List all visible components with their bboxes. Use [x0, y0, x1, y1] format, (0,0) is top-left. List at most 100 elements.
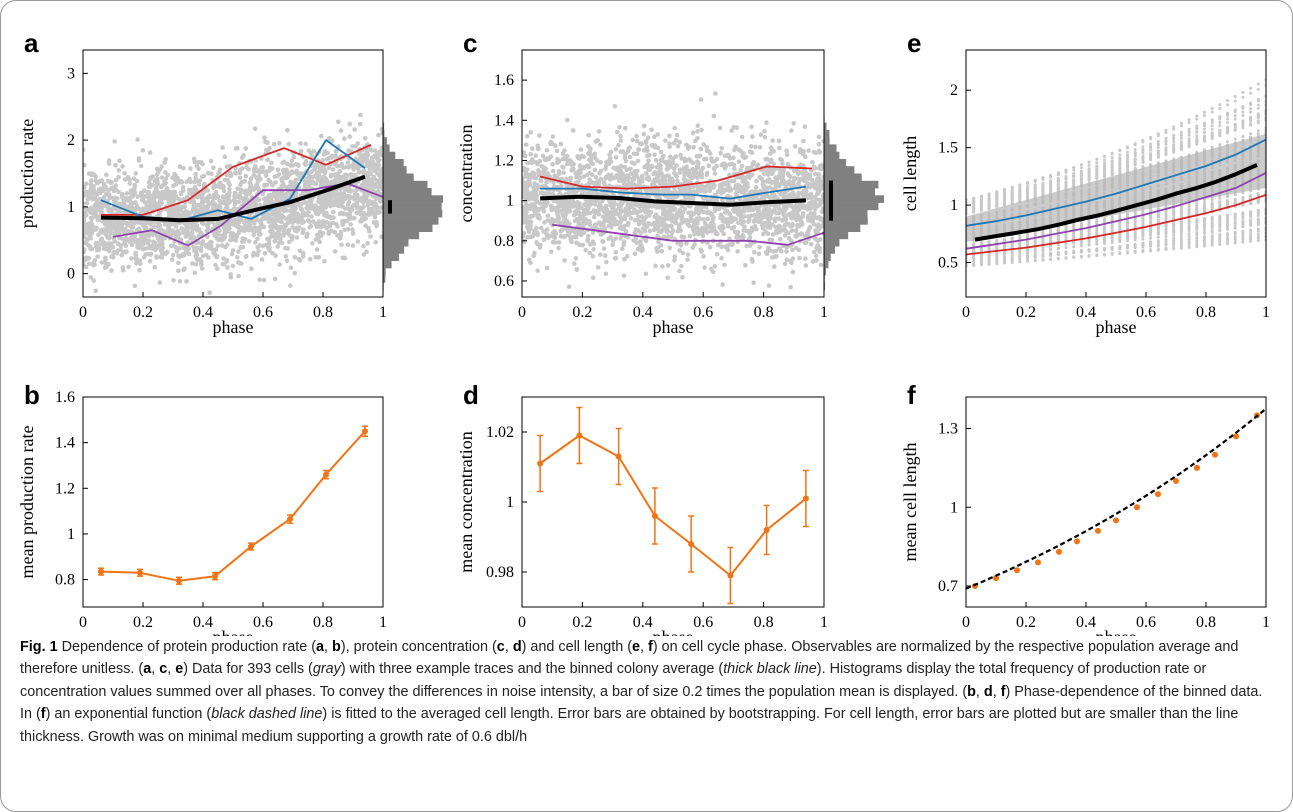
scatter-point [177, 279, 183, 284]
scatter-point [687, 186, 692, 191]
scatter-point [620, 149, 625, 154]
scatter-point [368, 171, 374, 176]
scatter-point [224, 242, 230, 247]
scatter-point [525, 160, 530, 166]
scatter-point [155, 202, 160, 207]
scatter-point [764, 179, 769, 184]
scatter-point [608, 235, 613, 240]
scatter-point [343, 206, 348, 211]
chart-panel-c: 0 0.2 0.4 0.6 0.8 10.60.811.21.41.6phaseconce… [456, 28, 884, 337]
scatter-point [272, 276, 278, 282]
scatter-point [685, 190, 690, 195]
scatter-point [152, 240, 158, 245]
scatter-point [236, 273, 241, 279]
scatter-point [189, 222, 195, 228]
histogram-bar [383, 166, 407, 174]
y-tick-label: 1.6 [55, 389, 75, 406]
y-tick-label: 1.2 [55, 480, 75, 497]
y-tick-label: 1.4 [55, 435, 75, 452]
scatter-point [167, 201, 172, 206]
scatter-point [628, 216, 634, 221]
x-tick-label: 0 [79, 614, 87, 631]
scatter-point [279, 205, 285, 210]
scatter-point [96, 232, 101, 238]
scatter-point [87, 244, 93, 249]
scatter-point [83, 227, 87, 232]
scatter-point [308, 223, 314, 229]
scatter-point [238, 182, 243, 188]
scatter-point [674, 220, 679, 226]
scatter-point [292, 270, 298, 276]
scatter-point [553, 240, 558, 245]
scatter-point [248, 176, 254, 181]
scatter-point [171, 221, 176, 226]
scatter-point [613, 255, 619, 261]
scatter-point [155, 194, 161, 199]
scatter-point [174, 213, 179, 219]
scatter-point [184, 179, 189, 185]
scatter-point [327, 136, 332, 141]
scatter-point [704, 145, 709, 150]
scatter-point [618, 133, 623, 139]
scatter-point [677, 248, 682, 253]
scatter-point [240, 244, 246, 250]
scatter-point [685, 222, 691, 227]
scatter-point [544, 265, 550, 271]
scatter-point [658, 223, 663, 228]
histogram-bar [383, 267, 386, 276]
scatter-point [747, 175, 752, 180]
scatter-point [797, 191, 802, 196]
scatter-point [653, 263, 658, 269]
scatter-point [285, 128, 290, 133]
scatter-point [244, 253, 249, 259]
scatter-point [561, 165, 566, 170]
scatter-point [286, 227, 292, 233]
scatter-point [300, 254, 306, 259]
scatter-point [109, 268, 114, 273]
scatter-point [683, 180, 689, 185]
scatter-point [294, 168, 299, 174]
scatter-point [174, 195, 179, 201]
scatter-point [221, 236, 226, 242]
scatter-point [200, 208, 205, 214]
scatter-point [273, 253, 278, 258]
scatter-point [364, 152, 369, 157]
scatter-point [268, 197, 274, 202]
scatter-point [785, 171, 791, 176]
scatter-point [232, 232, 238, 238]
scatter-point [772, 264, 777, 269]
scatter-point [799, 204, 805, 210]
scatter-point [698, 146, 704, 152]
scatter-point [178, 191, 184, 197]
scatter-point [352, 127, 357, 132]
scatter-point [651, 171, 656, 177]
scatter-point [544, 227, 550, 232]
scatter-point [146, 180, 152, 185]
scatter-point [603, 271, 609, 277]
scatter-point [224, 227, 230, 232]
scatter-point [610, 205, 615, 211]
scatter-point [539, 164, 544, 169]
scatter-point [101, 188, 106, 193]
scatter-point [151, 202, 156, 208]
scatter-point [314, 247, 320, 252]
scatter-point [525, 234, 530, 240]
scatter-point [693, 138, 698, 144]
scatter-point [721, 162, 727, 168]
scatter-point [753, 185, 759, 190]
scatter-point [345, 173, 350, 178]
scatter-point [669, 230, 675, 235]
scatter-point [93, 288, 99, 294]
scatter-point [128, 188, 134, 193]
scatter-point [138, 261, 143, 267]
scatter-point [792, 144, 798, 149]
scatter-point [546, 190, 551, 195]
scatter-point [209, 247, 215, 252]
scatter-point [268, 179, 273, 185]
scatter-point [300, 250, 306, 256]
scatter-point [262, 182, 267, 188]
scatter-point [704, 172, 710, 178]
scatter-point [135, 137, 140, 142]
scatter-point [273, 180, 278, 185]
scatter-point [86, 225, 91, 230]
